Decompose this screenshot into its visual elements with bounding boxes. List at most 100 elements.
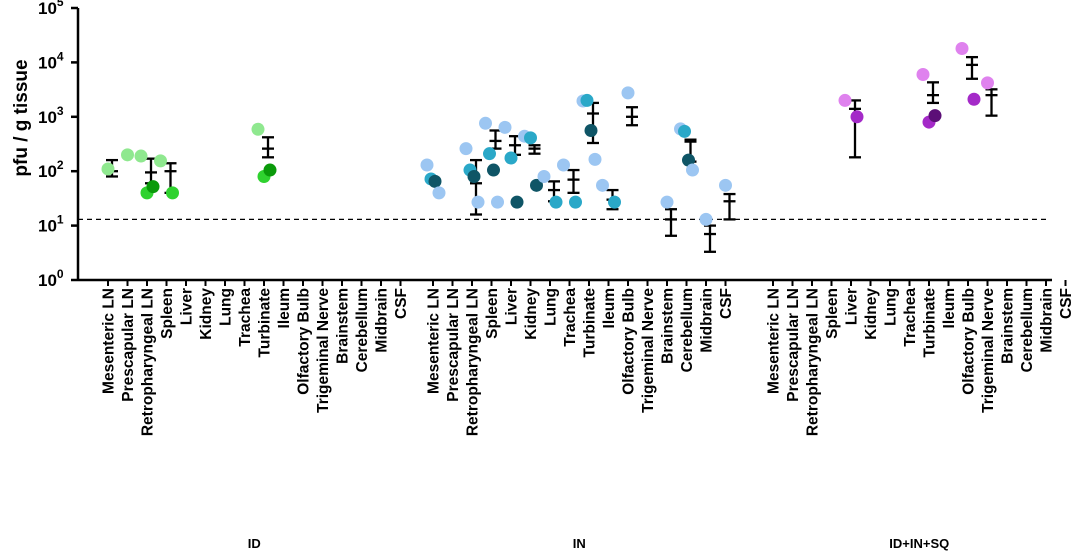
y-tick-label: 100 xyxy=(38,267,64,290)
category-label: Cerebellum xyxy=(679,288,696,372)
data-point xyxy=(660,195,674,209)
category-label: Trachea xyxy=(237,288,254,347)
category-label: Kidney xyxy=(523,288,540,340)
y-tick-exponent: 5 xyxy=(57,0,64,9)
category-label: Prescapular LN xyxy=(120,288,137,402)
category-label: CSF xyxy=(718,288,735,319)
category-label: Lung xyxy=(883,288,900,326)
y-tick-label: 104 xyxy=(38,49,64,72)
category-label: Turbinate xyxy=(922,288,939,358)
data-point xyxy=(504,151,518,165)
y-tick-base: 10 xyxy=(38,217,57,236)
y-tick-label: 103 xyxy=(38,104,64,127)
data-point xyxy=(588,152,602,166)
category-label: Trachea xyxy=(902,288,919,347)
data-point xyxy=(487,163,500,177)
data-point xyxy=(850,110,864,124)
y-tick-exponent: 3 xyxy=(57,104,64,118)
category-label: Midbrain xyxy=(699,288,716,353)
category-label: Prescapular LN xyxy=(445,288,462,402)
category-label: Mesenteric LN xyxy=(766,288,783,394)
category-label: Kidney xyxy=(198,288,215,340)
category-label: Retropharyngeal LN xyxy=(140,288,157,436)
category-label: Mesenteric LN xyxy=(426,288,443,394)
data-point xyxy=(263,163,277,177)
data-point xyxy=(580,93,594,107)
category-label: Cerebellum xyxy=(1019,288,1036,372)
x-axis: Mesenteric LN Prescapular LN Retropharynge… xyxy=(78,278,1075,551)
data-point xyxy=(686,163,699,177)
category-label: Midbrain xyxy=(374,288,391,353)
category-label: Spleen xyxy=(159,288,176,339)
category-label: Cerebellum xyxy=(354,288,371,372)
data-point xyxy=(510,195,524,209)
data-point xyxy=(549,195,563,209)
category-label: CSF xyxy=(1058,288,1075,319)
category-label: Prescapular LN xyxy=(785,288,802,402)
data-point xyxy=(596,178,609,192)
category-label: Lung xyxy=(543,288,560,326)
category-label: Trigeminal Nerve xyxy=(315,288,332,413)
category-label: Trigeminal Nerve xyxy=(640,288,657,413)
category-label: Liver xyxy=(844,288,861,325)
group-label: ID xyxy=(248,536,261,551)
data-point xyxy=(699,212,713,226)
data-point xyxy=(621,86,635,100)
data-points xyxy=(101,42,994,226)
data-point xyxy=(838,93,852,107)
category-label: Midbrain xyxy=(1039,288,1056,353)
y-tick-base: 10 xyxy=(38,271,57,290)
data-point xyxy=(916,67,930,81)
category-label: Olfactory Bulb xyxy=(961,288,978,395)
category-label: CSF xyxy=(393,288,410,319)
y-tick-base: 10 xyxy=(38,162,57,181)
category-label: Spleen xyxy=(484,288,501,339)
y-tick-base: 10 xyxy=(38,53,57,72)
data-point xyxy=(420,158,434,172)
data-point xyxy=(967,92,981,106)
group-label: ID+IN+SQ xyxy=(889,536,949,551)
y-tick-exponent: 4 xyxy=(57,49,64,63)
data-point xyxy=(928,109,942,123)
data-point xyxy=(146,180,160,194)
data-point xyxy=(682,153,695,167)
data-point xyxy=(584,123,598,137)
category-label: Turbinate xyxy=(582,288,599,358)
category-label: Retropharyngeal LN xyxy=(805,288,822,436)
y-tick-base: 10 xyxy=(38,108,57,127)
data-point xyxy=(428,174,442,188)
data-point xyxy=(459,142,473,156)
category-label: Ileum xyxy=(276,288,293,328)
category-label: Brainstem xyxy=(660,288,677,364)
data-point xyxy=(498,120,512,134)
category-label: Retropharyngeal LN xyxy=(465,288,482,436)
category-label: Ileum xyxy=(601,288,618,328)
data-point xyxy=(537,169,551,183)
category-label: Brainstem xyxy=(335,288,352,364)
category-label: Mesenteric LN xyxy=(101,288,118,394)
category-label: Liver xyxy=(179,288,196,325)
y-tick-label: 102 xyxy=(38,158,64,181)
group-label: IN xyxy=(573,536,586,551)
data-point xyxy=(678,124,691,138)
data-point xyxy=(134,149,148,163)
data-point xyxy=(166,186,179,200)
category-label: Kidney xyxy=(863,288,880,340)
data-point xyxy=(121,148,134,162)
data-point xyxy=(479,116,492,130)
category-label: Liver xyxy=(504,288,521,325)
category-label: Trigeminal Nerve xyxy=(980,288,997,413)
data-point xyxy=(524,131,537,145)
data-point xyxy=(467,169,481,183)
category-label: Trachea xyxy=(562,288,579,347)
y-tick-base: 10 xyxy=(38,0,57,18)
data-point xyxy=(608,195,621,209)
category-label: Olfactory Bulb xyxy=(296,288,313,395)
data-point xyxy=(154,154,167,168)
y-tick-exponent: 1 xyxy=(57,213,64,227)
data-point xyxy=(955,42,969,56)
category-label: Lung xyxy=(218,288,235,326)
y-tick-exponent: 0 xyxy=(57,267,64,281)
